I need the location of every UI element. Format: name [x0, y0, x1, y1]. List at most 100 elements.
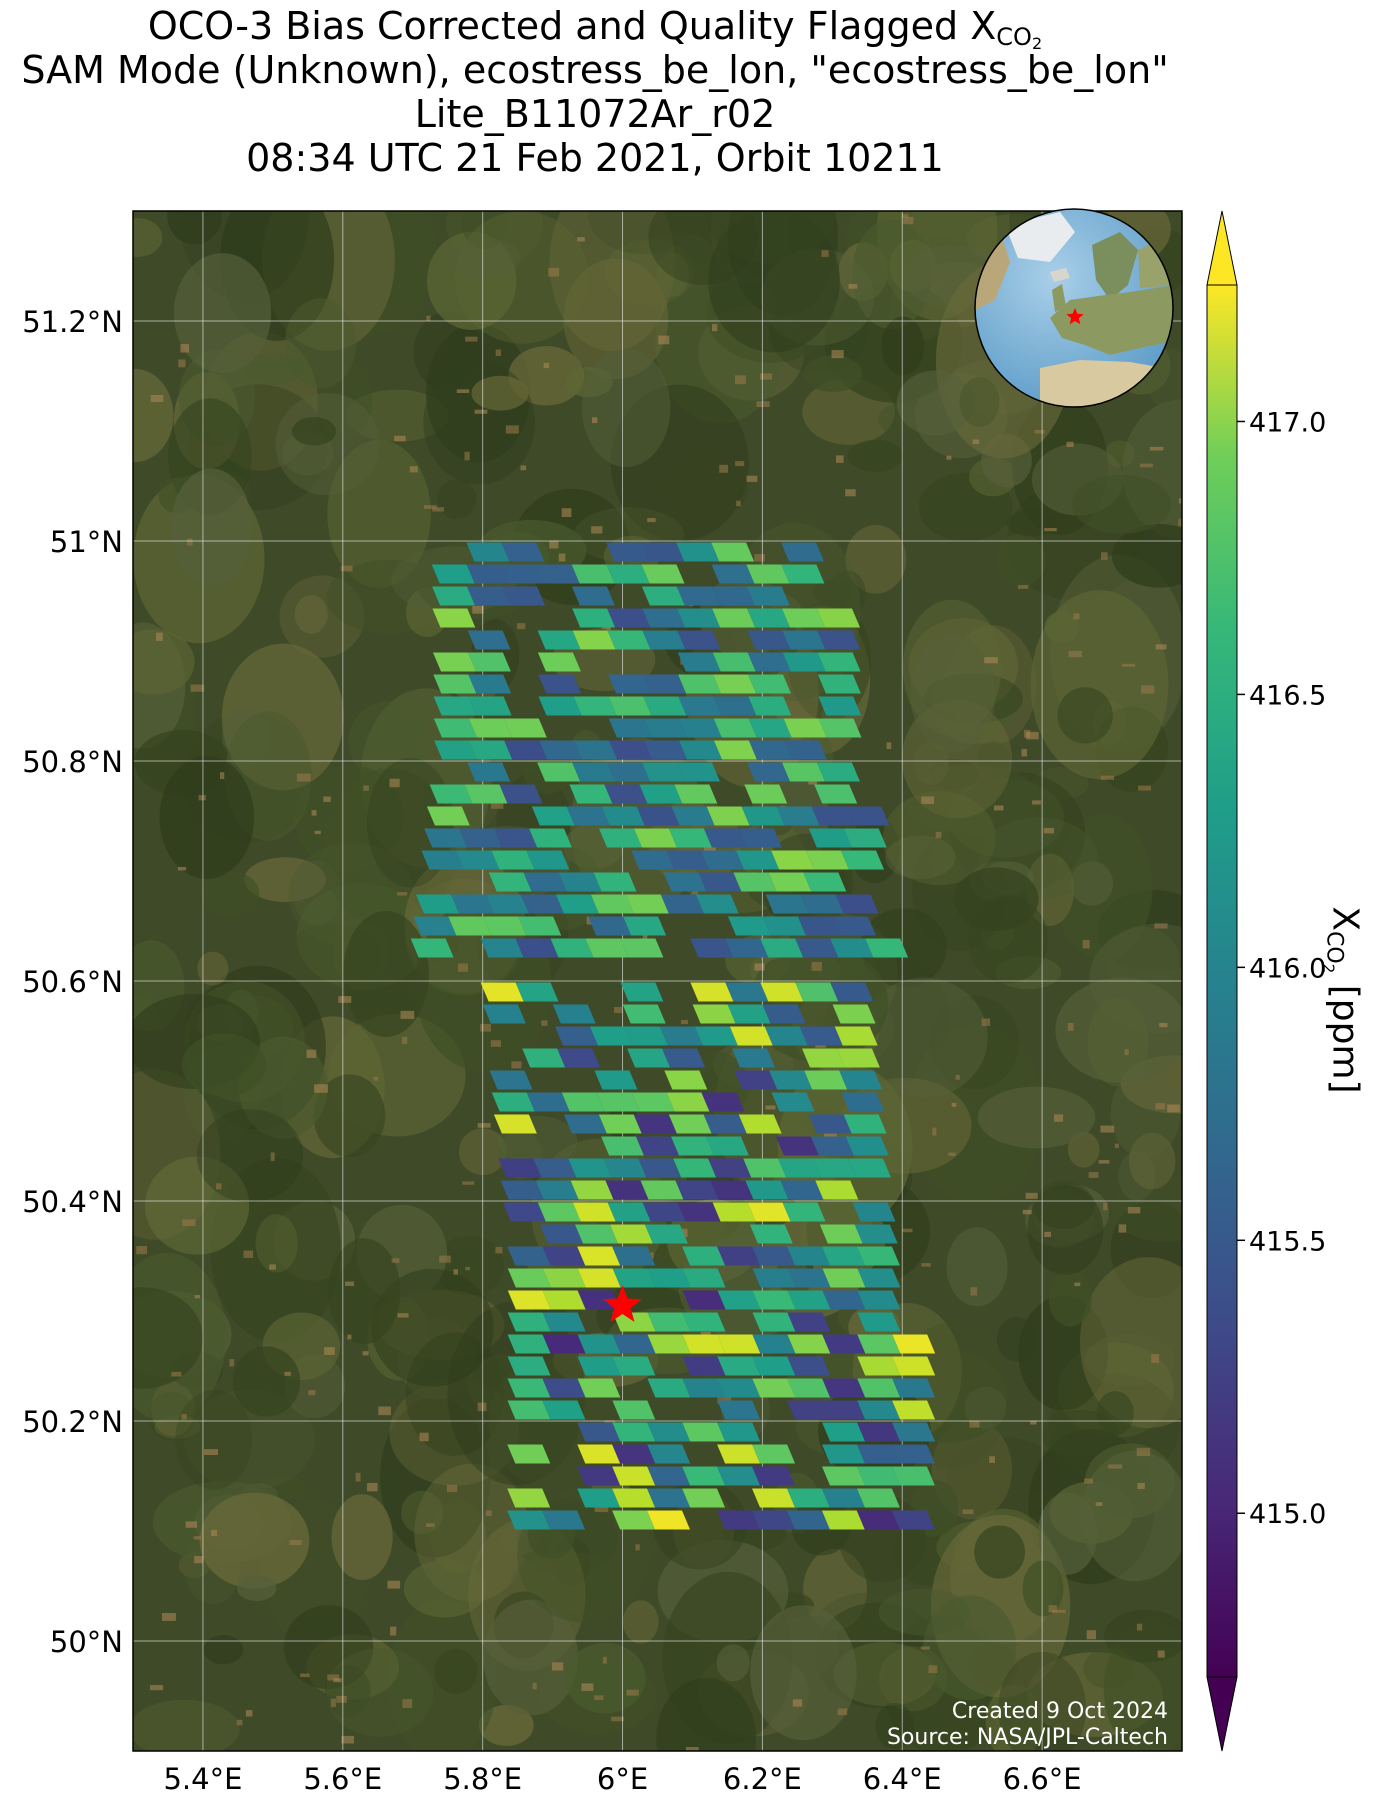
sounding-cell	[892, 1400, 936, 1420]
sounding-cell	[491, 1092, 535, 1112]
terrain-patch	[1110, 1200, 1182, 1299]
sounding-cell	[841, 850, 884, 870]
field-patch	[1101, 552, 1108, 560]
sounding-cell	[644, 740, 687, 760]
sounding-cell	[752, 1312, 796, 1332]
sounding-cell	[703, 828, 747, 848]
sounding-cell	[482, 1004, 526, 1024]
terrain-patch	[885, 835, 956, 880]
terrain-patch	[946, 1227, 1008, 1307]
sounding-cell	[745, 1180, 789, 1200]
globe-iceland	[1050, 268, 1070, 282]
terrain-patch	[964, 1386, 1007, 1430]
colorbar-tick-label: 416.5	[1249, 680, 1326, 711]
sounding-cell	[623, 916, 667, 936]
sounding-cell	[856, 1488, 900, 1508]
sounding-cell	[433, 718, 477, 738]
field-patch	[1118, 1224, 1127, 1233]
sounding-cell	[577, 1488, 621, 1508]
sounding-cell	[835, 894, 879, 914]
terrain-patch	[995, 533, 1046, 587]
sounding-cell	[822, 1290, 866, 1310]
sounding-cell	[561, 1092, 605, 1112]
field-patch	[1052, 1609, 1066, 1613]
sounding-cell	[612, 1400, 656, 1420]
sounding-cell	[819, 1224, 863, 1244]
sounding-cell	[451, 894, 494, 914]
field-patch	[193, 1536, 201, 1540]
field-patch	[491, 803, 504, 809]
sounding-cell	[535, 1180, 579, 1200]
field-patch	[1026, 731, 1039, 740]
field-patch	[162, 1613, 176, 1621]
field-patch	[1114, 1143, 1119, 1148]
sounding-cell	[782, 630, 826, 650]
sounding-cell	[675, 1180, 719, 1200]
sounding-cell	[679, 740, 722, 760]
sounding-cell	[577, 1290, 621, 1310]
sounding-cell	[507, 1444, 551, 1464]
field-patch	[543, 362, 549, 369]
field-patch	[845, 489, 856, 497]
terrain-patch	[294, 595, 328, 634]
sounding-cell	[596, 1092, 640, 1112]
sounding-cell	[711, 586, 755, 606]
sounding-cell	[832, 1004, 876, 1024]
terrain-patch	[327, 439, 431, 589]
sounding-cell	[671, 1136, 714, 1156]
sounding-cell	[606, 542, 650, 562]
sounding-cell	[539, 740, 583, 760]
terrain-patch	[167, 211, 222, 245]
sounding-cell	[486, 894, 529, 914]
sounding-cell	[713, 696, 757, 716]
sounding-cell	[713, 674, 756, 694]
terrain-patch	[929, 758, 979, 790]
terrain-patch	[483, 1599, 579, 1716]
sounding-cell	[752, 1466, 795, 1486]
sounding-cell	[607, 1202, 651, 1222]
terrain-patch	[437, 479, 477, 519]
sounding-cell	[504, 740, 548, 760]
sounding-cell	[577, 1268, 621, 1288]
lon-tick-label: 5.4°E	[163, 1762, 242, 1796]
credits: Created 9 Oct 2024 Source: NASA/JPL-Calt…	[887, 1699, 1168, 1750]
colorbar: 415.0 415.5 416.0 416.5 417.0	[1206, 210, 1326, 1752]
sounding-cell	[717, 1334, 761, 1354]
field-patch	[1022, 1209, 1032, 1215]
sounding-cell	[542, 1334, 586, 1354]
sounding-cell	[647, 1268, 691, 1288]
sounding-cell	[752, 1290, 796, 1310]
terrain-patch	[564, 367, 613, 398]
sounding-cell	[590, 894, 634, 914]
sounding-cell	[857, 1400, 901, 1420]
field-patch	[426, 1523, 435, 1527]
sounding-cell	[491, 850, 535, 870]
sounding-cell	[787, 1378, 831, 1398]
sounding-cell	[642, 762, 686, 782]
terrain-patch	[845, 525, 907, 594]
field-patch	[296, 773, 311, 782]
sounding-cell	[892, 1444, 935, 1464]
sounding-cell	[469, 740, 513, 760]
field-patch	[1136, 1447, 1151, 1456]
sounding-cell	[624, 1026, 668, 1046]
colorbar-tick-label: 416.0	[1249, 953, 1326, 984]
sounding-cell	[856, 1510, 900, 1530]
terrain-patch	[622, 1600, 659, 1644]
field-patch	[336, 1695, 347, 1703]
sounding-cell	[747, 608, 790, 628]
terrain-patch	[953, 867, 1039, 931]
field-patch	[1139, 463, 1153, 468]
terrain-patch	[716, 1644, 750, 1682]
terrain-patch	[1072, 474, 1172, 534]
sounding-cell	[647, 1312, 691, 1332]
field-patch	[194, 1295, 200, 1299]
field-patch	[586, 916, 592, 925]
sounding-cell	[605, 1180, 649, 1200]
sounding-cell	[572, 630, 616, 650]
sounding-cell	[892, 1334, 936, 1354]
sounding-cell	[712, 652, 756, 672]
terrain-patch	[175, 1389, 253, 1490]
sounding-cell	[843, 1114, 887, 1134]
sounding-cell	[515, 982, 559, 1002]
